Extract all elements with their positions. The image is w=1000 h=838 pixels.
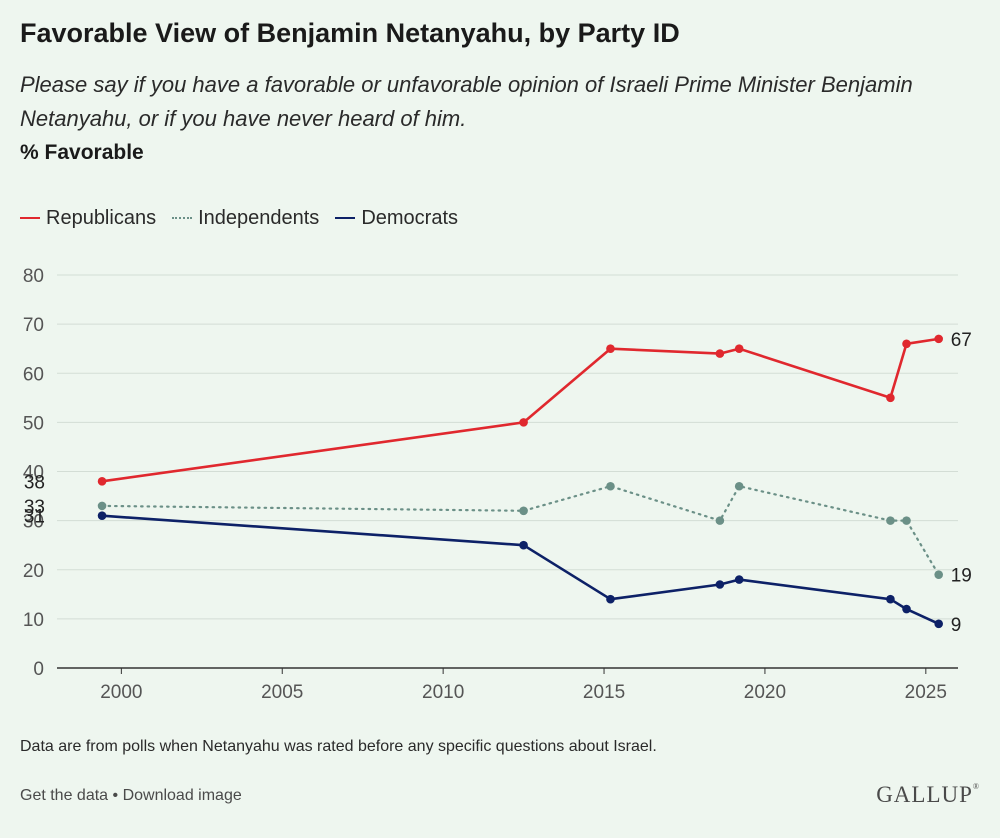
end-label-republicans: 67 xyxy=(951,330,972,351)
series-line-republicans xyxy=(101,337,939,483)
data-point-republicans-5 xyxy=(886,393,895,403)
y-tick-label-40: 40 xyxy=(23,463,44,484)
data-point-democrats-5 xyxy=(886,594,895,604)
data-point-democrats-4 xyxy=(734,575,744,584)
data-point-democrats-1 xyxy=(519,540,528,550)
data-point-republicans-2 xyxy=(606,344,615,353)
start-label-republicans: 38 xyxy=(24,472,45,493)
y-tick-label-60: 60 xyxy=(23,364,44,385)
footnote: Data are from polls when Netanyahu was r… xyxy=(20,738,657,755)
x-tick-label-2025: 2025 xyxy=(905,682,947,703)
data-point-republicans-7 xyxy=(934,334,943,344)
y-tick-label-0: 0 xyxy=(33,659,44,680)
x-tick-label-2005: 2005 xyxy=(261,682,303,703)
unit-label: % Favorable xyxy=(20,141,144,164)
link-separator: • xyxy=(108,787,123,804)
get-data-link[interactable]: Get the data xyxy=(20,787,109,804)
y-tick-label-30: 30 xyxy=(23,512,44,533)
logo-text: GALLUP xyxy=(876,782,973,807)
legend-label-democrats: Democrats xyxy=(361,206,459,229)
data-point-democrats-6 xyxy=(902,604,911,614)
series-line-independents xyxy=(100,485,940,576)
y-tick-label-10: 10 xyxy=(23,610,44,631)
data-point-democrats-0 xyxy=(97,511,107,521)
y-tick-label-20: 20 xyxy=(23,561,44,582)
legend-swatch-republicans xyxy=(20,217,40,219)
footer-links: Get the data • Download image xyxy=(20,787,242,805)
data-point-independents-5 xyxy=(886,516,895,525)
data-point-independents-1 xyxy=(519,506,528,516)
legend-item-independents: Independents xyxy=(172,207,319,230)
line-chart: 0 10 20 30 40 50 60 70 80 2000 2005 2010 2015 2020 202… xyxy=(23,266,972,703)
data-point-independents-3 xyxy=(715,516,725,525)
data-point-republicans-1 xyxy=(519,418,528,427)
legend-item-democrats: Democrats xyxy=(335,207,458,230)
data-point-independents-2 xyxy=(606,481,615,491)
x-tick-label-2020: 2020 xyxy=(744,682,786,703)
y-tick-label-50: 50 xyxy=(23,413,44,434)
x-tick-label-2000: 2000 xyxy=(100,682,142,703)
end-label-democrats: 9 xyxy=(951,615,962,636)
data-point-independents-0 xyxy=(97,501,107,511)
start-label-independents: 33 xyxy=(24,497,45,518)
data-point-independents-4 xyxy=(734,481,744,491)
end-label-independents: 19 xyxy=(951,566,972,587)
gallup-logo: GALLUP® xyxy=(876,782,980,808)
data-point-republicans-3 xyxy=(715,349,725,358)
data-point-independents-7 xyxy=(934,570,943,579)
download-image-link[interactable]: Download image xyxy=(122,787,242,804)
chart-subtitle: Please say if you have a favorable or un… xyxy=(20,72,913,131)
y-tick-label-80: 80 xyxy=(23,266,44,287)
data-point-republicans-0 xyxy=(97,477,107,486)
x-tick-label-2015: 2015 xyxy=(583,682,625,703)
data-point-independents-6 xyxy=(902,516,911,525)
legend-swatch-independents xyxy=(172,217,193,219)
data-point-democrats-2 xyxy=(606,594,615,604)
start-label-democrats: 31 xyxy=(24,507,45,528)
chart-title: Favorable View of Benjamin Netanyahu, by… xyxy=(20,18,680,48)
legend-label-republicans: Republicans xyxy=(46,206,157,229)
legend-item-republicans: Republicans xyxy=(20,207,156,230)
legend-swatch-democrats xyxy=(335,217,356,219)
legend-label-independents: Independents xyxy=(198,206,320,229)
y-tick-label-70: 70 xyxy=(23,315,44,336)
chart-legend: Republicans Independents Democrats xyxy=(20,205,474,231)
data-point-republicans-4 xyxy=(734,344,744,353)
x-tick-label-2010: 2010 xyxy=(422,682,464,703)
data-point-republicans-6 xyxy=(902,339,911,349)
logo-registered-mark: ® xyxy=(972,782,980,791)
data-point-democrats-7 xyxy=(934,619,943,629)
data-point-democrats-3 xyxy=(715,580,725,589)
